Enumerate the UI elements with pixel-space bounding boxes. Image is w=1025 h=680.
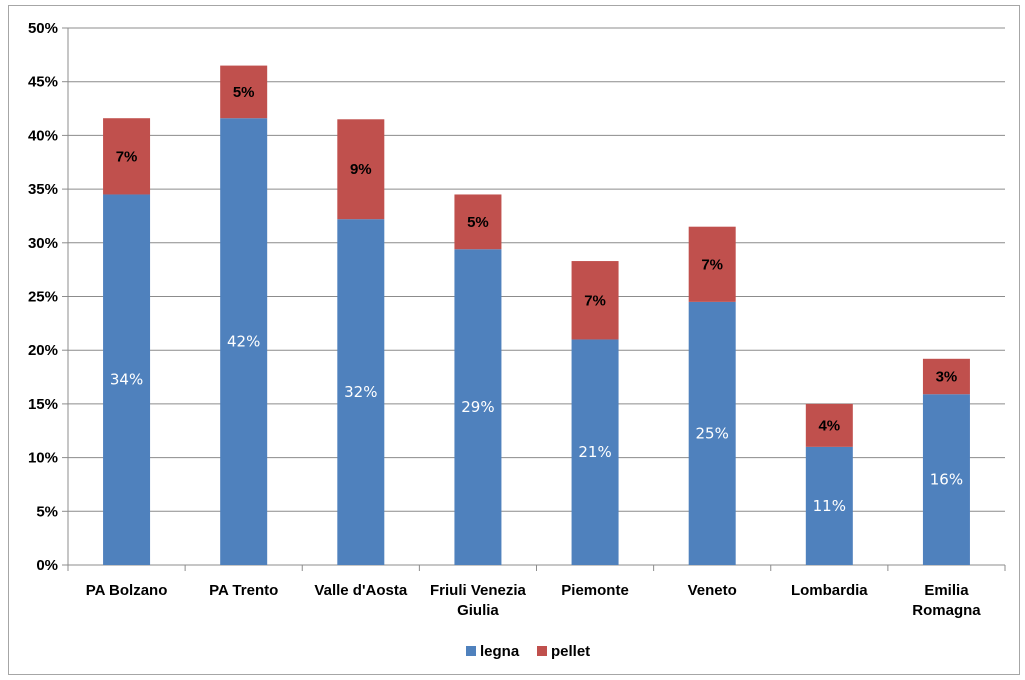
data-label-legna: 16%	[930, 471, 963, 489]
bar-legna-5	[688, 301, 736, 565]
bar-legna-1	[220, 118, 268, 565]
data-label-pellet: 7%	[584, 292, 606, 309]
bar-legna-6	[805, 446, 853, 565]
bar-pellet-0	[103, 118, 151, 195]
data-label-pellet: 3%	[936, 369, 958, 386]
x-category-label: Emilia	[924, 582, 969, 599]
x-category-label: PA Bolzano	[86, 582, 168, 599]
data-label-pellet: 7%	[701, 256, 723, 273]
bar-pellet-1	[220, 65, 268, 119]
bar-legna-7	[922, 394, 970, 565]
x-category-label: PA Trento	[209, 582, 278, 599]
legend-swatch-pellet	[537, 646, 547, 656]
data-label-pellet: 5%	[233, 84, 255, 101]
data-label-legna: 29%	[461, 398, 494, 416]
x-category-label: Friuli Venezia	[430, 582, 527, 599]
y-tick-label: 35%	[28, 181, 58, 198]
y-tick-label: 45%	[28, 74, 58, 91]
x-category-label: Veneto	[688, 582, 737, 599]
x-category-label: Valle d'Aosta	[314, 582, 407, 599]
data-label-legna: 11%	[813, 497, 846, 515]
data-label-pellet: 4%	[818, 417, 840, 434]
y-tick-label: 5%	[36, 503, 58, 520]
data-label-pellet: 7%	[116, 148, 138, 165]
y-tick-label: 30%	[28, 235, 58, 252]
bar-pellet-4	[571, 261, 619, 340]
data-label-pellet: 9%	[350, 161, 372, 178]
legend-swatch-legna	[466, 646, 476, 656]
bar-pellet-7	[922, 358, 970, 395]
x-category-label: Piemonte	[561, 582, 629, 599]
bar-pellet-3	[454, 194, 502, 250]
legend-label-pellet: pellet	[551, 643, 590, 660]
bar-pellet-6	[805, 403, 853, 447]
y-tick-label: 25%	[28, 289, 58, 306]
y-tick-label: 50%	[28, 20, 58, 37]
x-category-label: Lombardia	[791, 582, 868, 599]
y-tick-label: 0%	[36, 557, 58, 574]
data-label-legna: 32%	[344, 383, 377, 401]
x-category-label: Romagna	[912, 602, 981, 619]
bar-legna-4	[571, 339, 619, 565]
bar-legna-0	[103, 194, 151, 565]
data-label-pellet: 5%	[467, 214, 489, 231]
data-label-legna: 34%	[110, 371, 143, 389]
data-label-legna: 21%	[578, 443, 611, 461]
data-label-legna: 42%	[227, 333, 260, 351]
y-tick-label: 40%	[28, 127, 58, 144]
bar-pellet-2	[337, 119, 385, 220]
y-tick-label: 20%	[28, 342, 58, 359]
x-category-label: Giulia	[457, 602, 499, 619]
y-tick-label: 10%	[28, 450, 58, 467]
y-tick-label: 15%	[28, 396, 58, 413]
legend-label-legna: legna	[480, 643, 520, 660]
bar-legna-2	[337, 219, 385, 565]
data-label-legna: 25%	[696, 424, 729, 442]
bar-pellet-5	[688, 226, 736, 302]
bar-legna-3	[454, 249, 502, 565]
